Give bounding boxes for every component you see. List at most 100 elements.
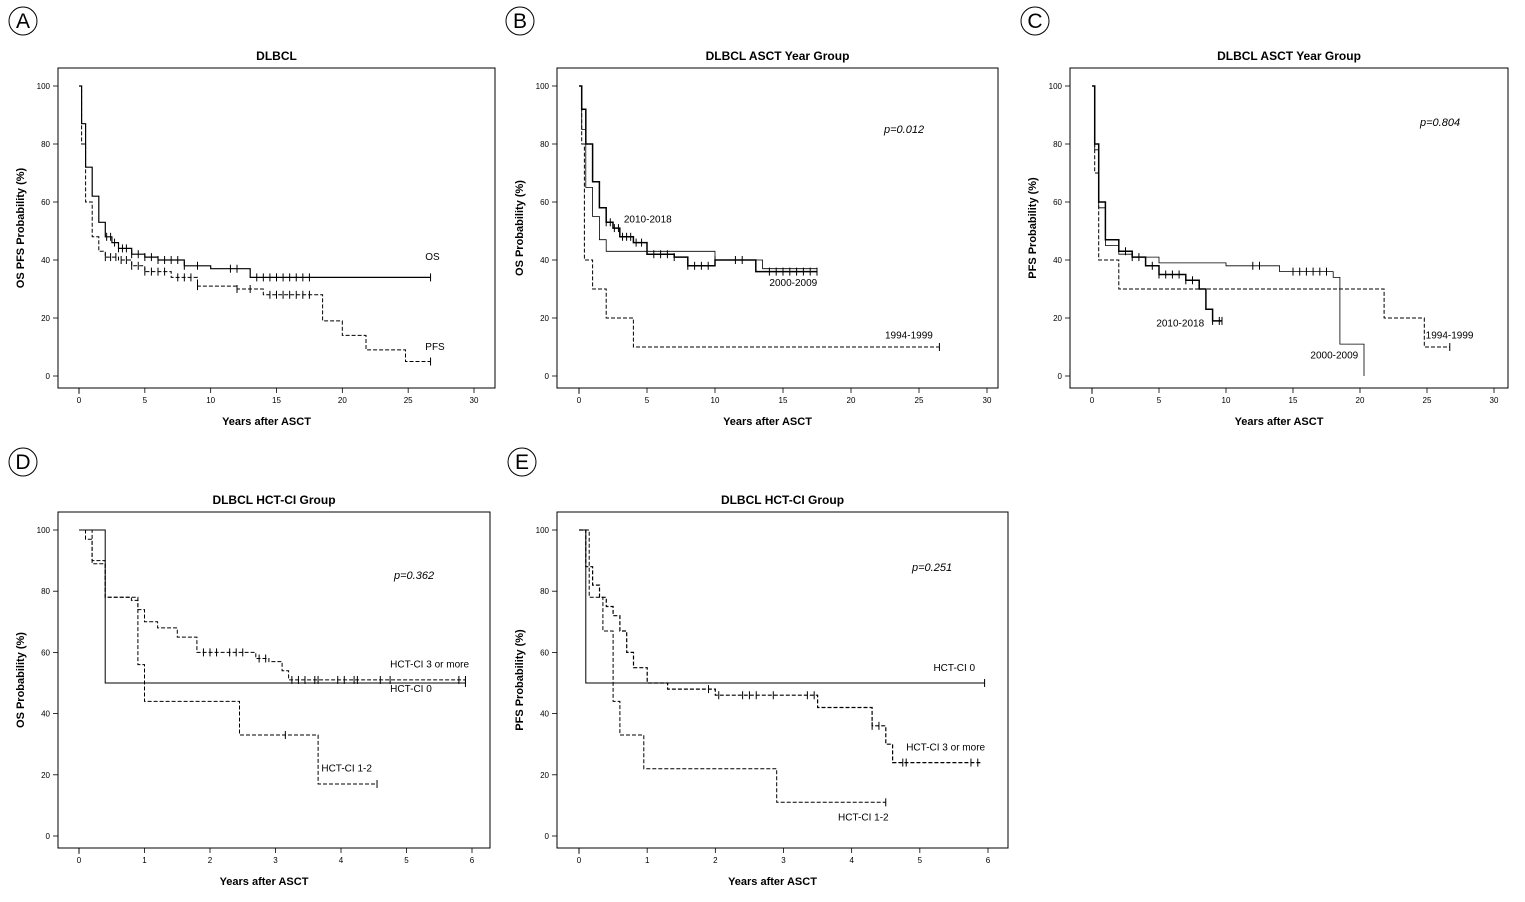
- panel-label: E: [507, 447, 537, 477]
- x-tick-label: 25: [404, 396, 413, 405]
- x-axis-label: Years after ASCT: [1235, 416, 1324, 428]
- chart-title: DLBCL: [256, 49, 297, 63]
- x-tick-label: 0: [1090, 396, 1095, 405]
- x-tick-label: 0: [77, 856, 82, 865]
- panel-label: D: [8, 447, 38, 477]
- x-tick-label: 10: [711, 396, 720, 405]
- series-line-1994-1999: [579, 85, 940, 348]
- chart-title: DLBCL HCT-CI Group: [212, 493, 335, 507]
- y-axis-label: OS Probability (%): [514, 180, 526, 276]
- panel-label: C: [1020, 6, 1050, 36]
- y-tick-label: 20: [41, 771, 50, 780]
- series-line-os: [79, 85, 431, 278]
- chart-title: DLBCL HCT-CI Group: [721, 493, 844, 507]
- p-value: p=0.251: [911, 562, 952, 574]
- series-label: 2000-2009: [769, 278, 817, 289]
- x-tick-label: 10: [1222, 396, 1231, 405]
- x-tick-label: 1: [142, 856, 147, 865]
- x-tick-label: 3: [273, 856, 278, 865]
- y-tick-label: 0: [46, 372, 51, 381]
- x-axis-label: Years after ASCT: [220, 876, 309, 888]
- x-tick-label: 15: [272, 396, 281, 405]
- series-label: 1994-1999: [1426, 330, 1474, 341]
- series-label: HCT-CI 3 or more: [390, 660, 469, 671]
- x-tick-label: 5: [645, 396, 650, 405]
- panel-label-text: B: [513, 10, 527, 33]
- plot-area: [556, 67, 999, 389]
- panel-label-circle: [507, 447, 537, 477]
- series-label: HCT-CI 3 or more: [906, 742, 985, 753]
- y-tick-label: 20: [540, 314, 549, 323]
- y-tick-label: 80: [41, 587, 50, 596]
- panel-label-circle: [8, 6, 38, 36]
- x-axis-label: Years after ASCT: [728, 876, 817, 888]
- x-tick-label: 1: [645, 856, 650, 865]
- x-tick-label: 0: [577, 856, 582, 865]
- panel-b: B DLBCL ASCT Year Group 0 5 10 15 20 25 30 0 20 40 6…: [505, 6, 999, 428]
- panel-c: C DLBCL ASCT Year Group 0 5 10 15 20 25 30 0 20 40 6…: [1020, 6, 1509, 428]
- y-tick-label: 40: [41, 710, 50, 719]
- y-tick-label: 0: [1058, 372, 1063, 381]
- y-tick-label: 40: [540, 256, 549, 265]
- x-tick-label: 30: [470, 396, 479, 405]
- y-tick-label: 100: [37, 82, 51, 91]
- series-line-pfs: [79, 85, 431, 362]
- y-axis-label: OS Probability (%): [15, 632, 27, 728]
- x-tick-label: 4: [339, 856, 344, 865]
- plot-area: [57, 511, 491, 849]
- x-tick-label: 2: [208, 856, 213, 865]
- series-label: 2000-2009: [1310, 351, 1358, 362]
- y-tick-label: 20: [41, 314, 50, 323]
- x-tick-label: 0: [577, 396, 582, 405]
- x-tick-label: 15: [779, 396, 788, 405]
- x-tick-label: 3: [781, 856, 786, 865]
- chart-title: DLBCL ASCT Year Group: [1217, 49, 1361, 63]
- series-label: HCT-CI 0: [933, 663, 975, 674]
- series-line-2010-2018: [579, 85, 817, 273]
- series-line-1994-1999: [1092, 85, 1450, 348]
- x-tick-label: 30: [1490, 396, 1499, 405]
- y-axis-label: OS PFS Probability (%): [15, 167, 27, 288]
- y-tick-label: 60: [1053, 198, 1062, 207]
- x-tick-label: 15: [1289, 396, 1298, 405]
- panel-label-text: D: [15, 451, 30, 474]
- y-axis-label: PFS Probability (%): [1027, 177, 1039, 279]
- series-label: 2010-2018: [624, 214, 672, 225]
- x-tick-label: 20: [847, 396, 856, 405]
- x-tick-label: 5: [404, 856, 409, 865]
- panel-a: A DLBCL 0 5 10 15 20 25 30 0 20 40 60 80 100 Years afte…: [8, 6, 496, 428]
- x-tick-label: 5: [1157, 396, 1162, 405]
- y-tick-label: 0: [545, 832, 550, 841]
- x-tick-label: 5: [143, 396, 148, 405]
- x-tick-label: 5: [918, 856, 923, 865]
- x-tick-label: 30: [983, 396, 992, 405]
- series-line-hct-ci-1-2: [579, 529, 886, 803]
- panel-label-circle: [1020, 6, 1050, 36]
- y-tick-label: 100: [1049, 82, 1063, 91]
- x-tick-label: 10: [206, 396, 215, 405]
- y-tick-label: 0: [545, 372, 550, 381]
- series-line-hct-ci-3-or-more: [79, 529, 466, 681]
- y-tick-label: 20: [1053, 314, 1062, 323]
- x-tick-label: 20: [1356, 396, 1365, 405]
- y-tick-label: 60: [540, 198, 549, 207]
- y-tick-label: 60: [41, 648, 50, 657]
- y-tick-label: 80: [540, 140, 549, 149]
- panel-label: A: [8, 6, 38, 36]
- x-tick-label: 0: [77, 396, 82, 405]
- x-axis-label: Years after ASCT: [723, 416, 812, 428]
- x-tick-label: 6: [986, 856, 991, 865]
- series-line-hct-ci-1-2: [79, 529, 377, 785]
- y-tick-label: 40: [41, 256, 50, 265]
- y-tick-label: 100: [536, 82, 550, 91]
- series-line-hct-ci-0: [579, 529, 985, 684]
- x-tick-label: 25: [915, 396, 924, 405]
- y-tick-label: 20: [540, 771, 549, 780]
- series-line-2010-2018: [1092, 85, 1222, 322]
- series-label: HCT-CI 0: [390, 684, 432, 695]
- panel-label-circle: [505, 6, 535, 36]
- x-tick-label: 4: [849, 856, 854, 865]
- series-line-2000-2009: [579, 85, 817, 270]
